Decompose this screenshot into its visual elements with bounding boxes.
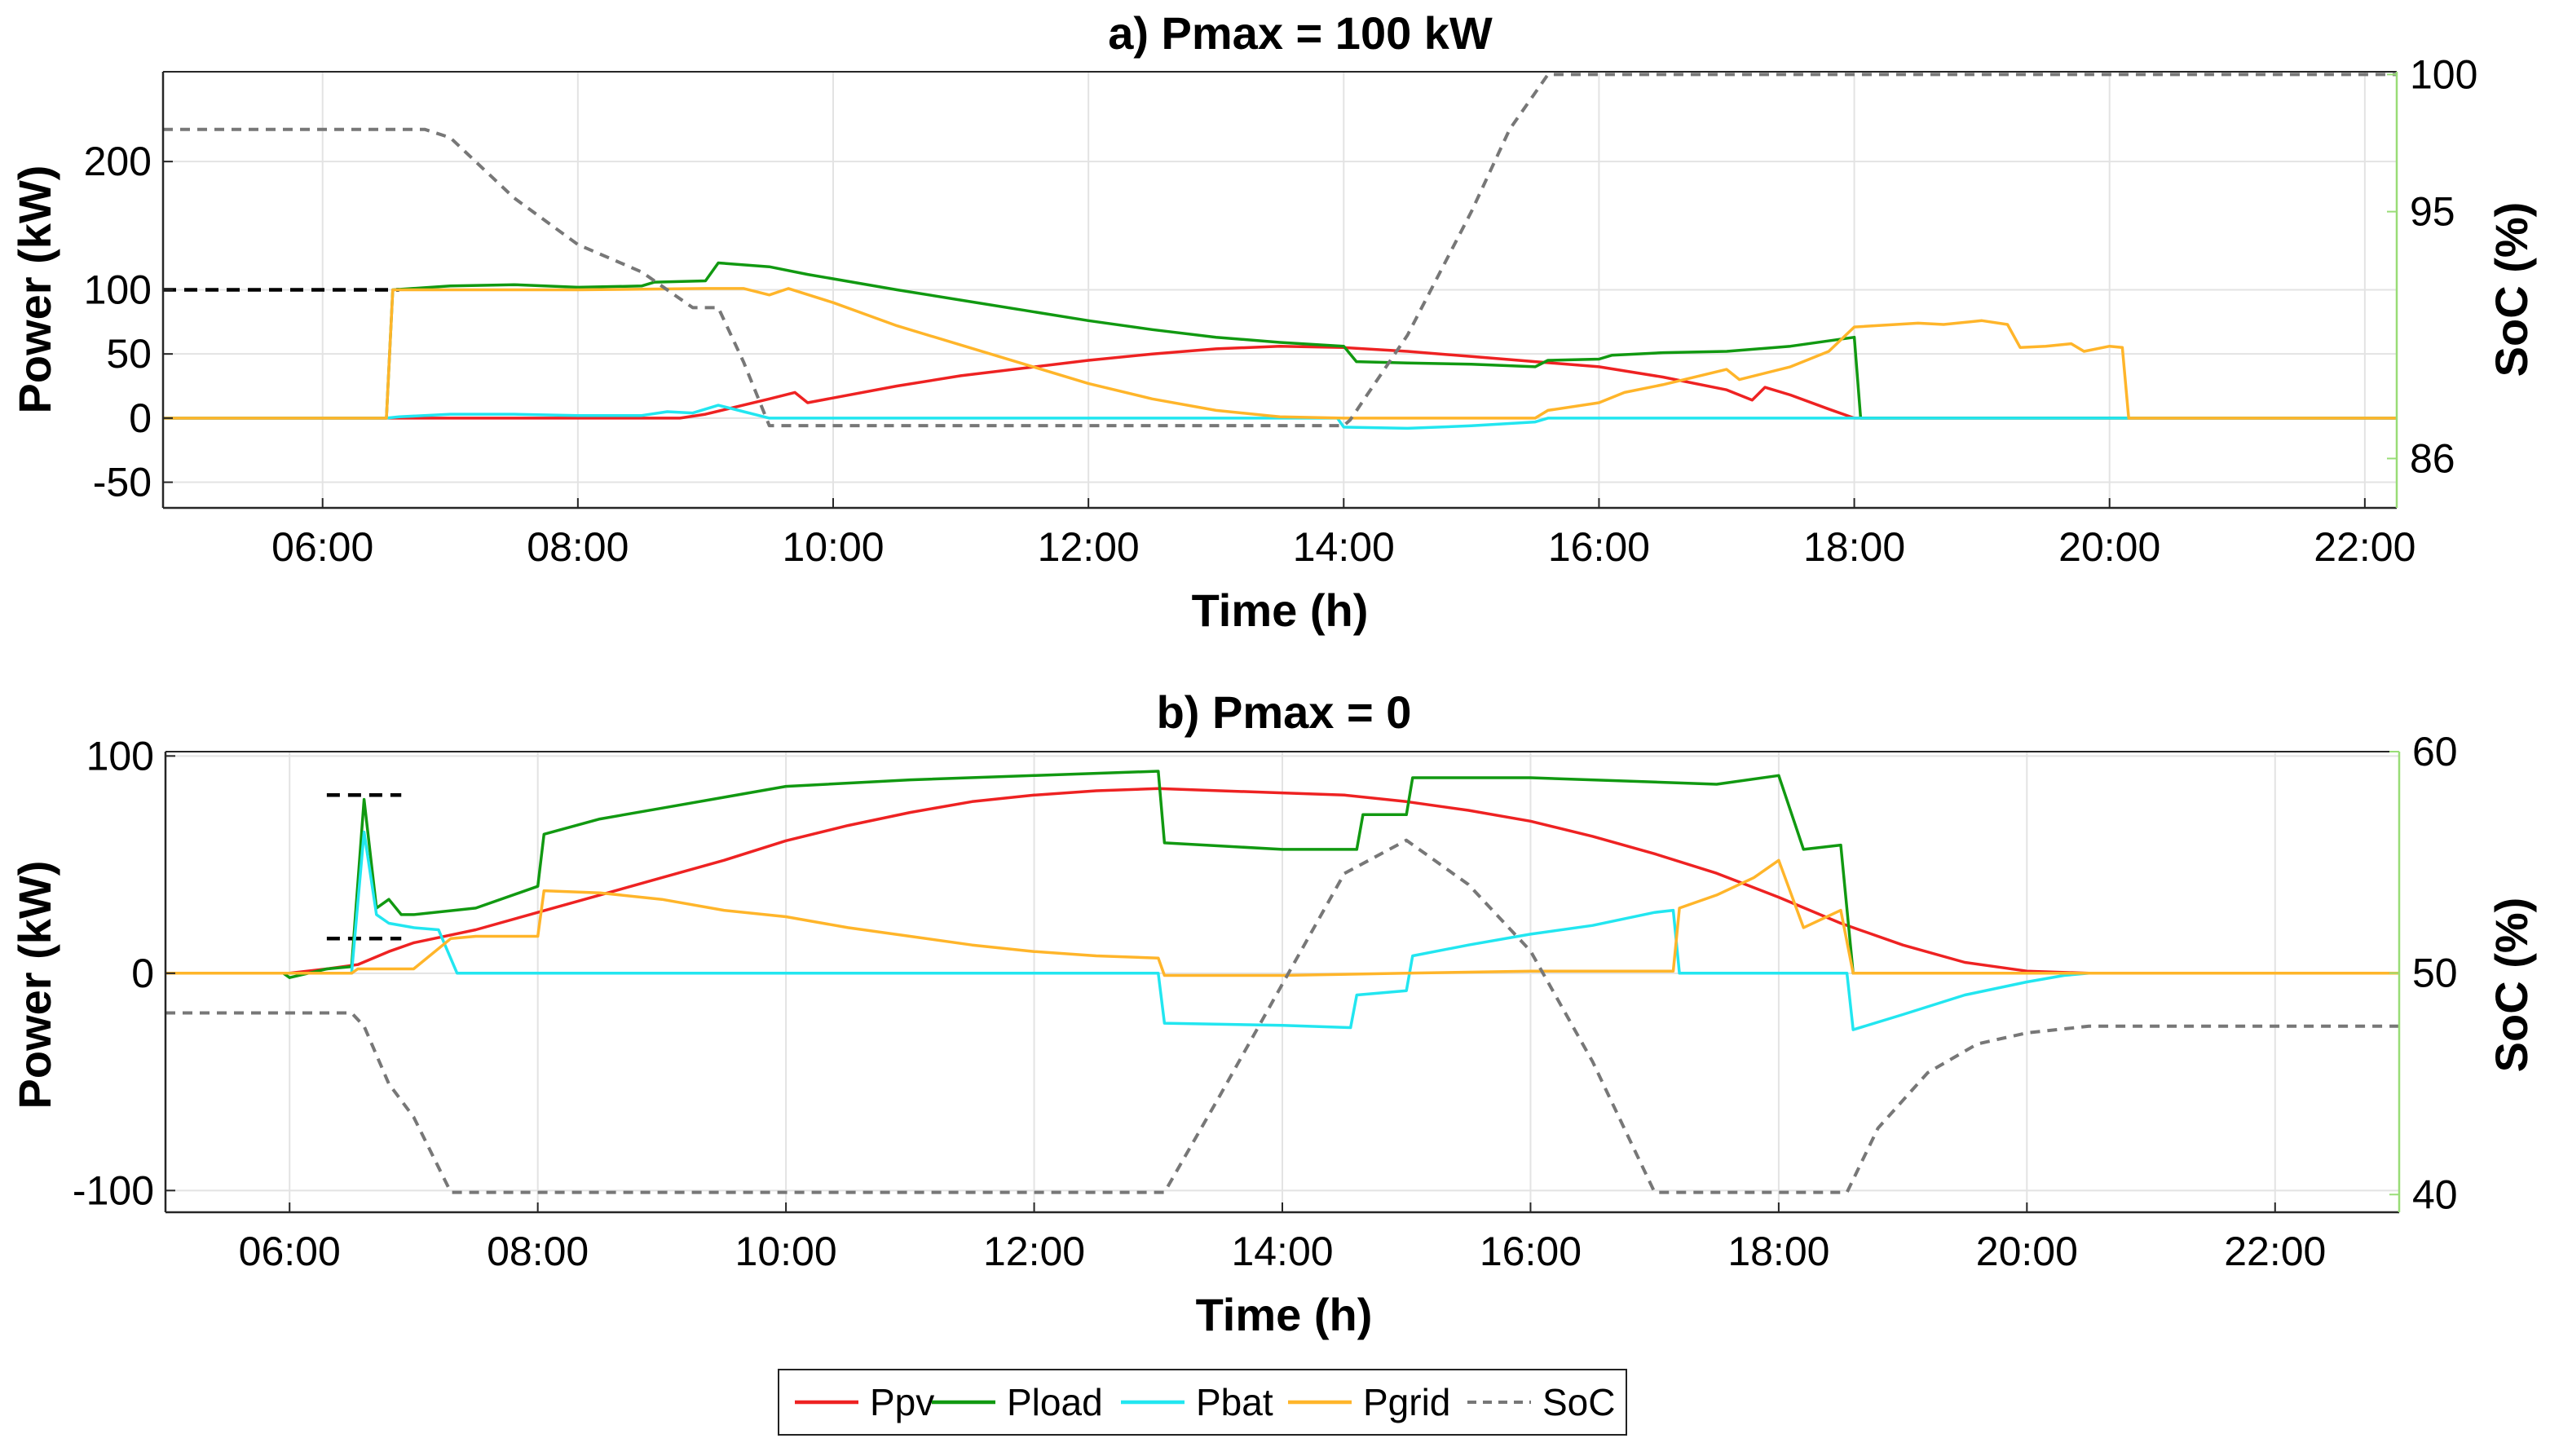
panel-b-x-tick-label-5: 16:00	[1480, 1229, 1582, 1274]
panel-a-y-tick-label-3: 100	[84, 267, 152, 313]
panel-b-x-tick-label-1: 08:00	[487, 1229, 589, 1274]
panel-b-series-ppv-line	[165, 787, 2399, 975]
legend-label-soc: SoC	[1542, 1381, 1615, 1423]
panel-a-x-tick-label-6: 18:00	[1803, 524, 1905, 570]
panel-b-x-tick-label-0: 06:00	[239, 1229, 341, 1274]
panel-b-y-axis-label: Power (kW)	[9, 861, 60, 1110]
legend-label-ppv: Ppv	[870, 1381, 934, 1423]
panel-a-right-y-tick-label-2: 100	[2410, 51, 2477, 97]
panel-a-y-tick-label-2: 50	[106, 331, 152, 377]
legend: Ppv Pload Pbat Pgrid SoC	[778, 1369, 1627, 1436]
panel-b-right-y-tick-label-1: 50	[2412, 951, 2458, 996]
legend-label-pload: Pload	[1007, 1381, 1103, 1423]
panel-a-x-axis-label: Time (h)	[1192, 585, 1369, 636]
panel-a-series-pbat-line	[163, 404, 2397, 430]
panel-a-y-tick-label-0: -50	[93, 460, 152, 505]
panel-b-series-pgrid-line	[165, 858, 2399, 977]
legend-label-pgrid: Pgrid	[1363, 1381, 1450, 1423]
panel-b-series-pload-line	[165, 770, 2399, 979]
panel-a-right-y-axis-label: SoC (%)	[2486, 202, 2537, 377]
panel-b-x-tick-label-6: 18:00	[1727, 1229, 1829, 1274]
panel-b-title: b) Pmax = 0	[1157, 686, 1412, 738]
panel-b-right-y-tick-label-0: 40	[2412, 1171, 2458, 1217]
panel-b-x-tick-label-2: 10:00	[735, 1229, 837, 1274]
panel-b-series-soc-line	[165, 838, 2399, 1194]
panel-b-x-tick-label-4: 14:00	[1231, 1229, 1333, 1274]
panel-a-x-tick-label-2: 10:00	[782, 524, 884, 570]
panel-b-series-pbat-line	[165, 830, 2399, 1031]
panel-b-y-tick-label-2: 100	[86, 733, 154, 779]
panel-a-right-y-tick-label-0: 86	[2410, 435, 2455, 481]
panel-a-series-pload-line	[163, 261, 2397, 420]
panel-a-y-tick-label-1: 0	[129, 395, 152, 441]
panel-a-x-tick-label-3: 12:00	[1038, 524, 1140, 570]
panel-b-x-tick-label-3: 12:00	[983, 1229, 1085, 1274]
panel-b-x-tick-label-7: 20:00	[1976, 1229, 2078, 1274]
panel-a-y-tick-label-4: 200	[84, 139, 152, 184]
panel-a-x-tick-label-7: 20:00	[2058, 524, 2160, 570]
panel-b-x-tick-label-8: 22:00	[2224, 1229, 2326, 1274]
panel-b-y-tick-label-0: -100	[73, 1167, 154, 1213]
panel-b: b) Pmax = 0 06:00 08:00 10:00 12:00 14:00 16:…	[9, 686, 2537, 1340]
panel-b-plot-area: 06:00 08:00 10:00 12:00 14:00 16:00 18:00 20:00…	[73, 729, 2458, 1274]
panel-a-y-axis-label: Power (kW)	[9, 165, 60, 414]
legend-label-pbat: Pbat	[1196, 1381, 1273, 1423]
panel-a-x-tick-label-4: 14:00	[1293, 524, 1395, 570]
panel-a-series-soc-line	[163, 73, 2397, 428]
panel-a-plot-area: 06:00 08:00 10:00 12:00 14:00 16:00 18:00 20:00…	[84, 51, 2478, 570]
panel-a-right-y-tick-label-1: 95	[2410, 189, 2455, 235]
panel-b-x-axis-label: Time (h)	[1196, 1289, 1373, 1340]
panel-b-y-tick-label-1: 0	[131, 951, 154, 996]
panel-b-right-y-tick-label-2: 60	[2412, 729, 2458, 774]
panel-b-right-y-axis-label: SoC (%)	[2486, 898, 2537, 1073]
panel-a: a) Pmax = 100 kW 06:00 08:00 10:00 12:00 14:…	[9, 7, 2537, 636]
panel-a-x-tick-label-5: 16:00	[1548, 524, 1650, 570]
panel-a-x-tick-label-8: 22:00	[2314, 524, 2415, 570]
panel-a-title: a) Pmax = 100 kW	[1108, 7, 1493, 59]
panel-a-series-pgrid-line	[163, 287, 2397, 420]
panel-a-x-tick-label-0: 06:00	[271, 524, 373, 570]
panel-a-x-tick-label-1: 08:00	[527, 524, 629, 570]
